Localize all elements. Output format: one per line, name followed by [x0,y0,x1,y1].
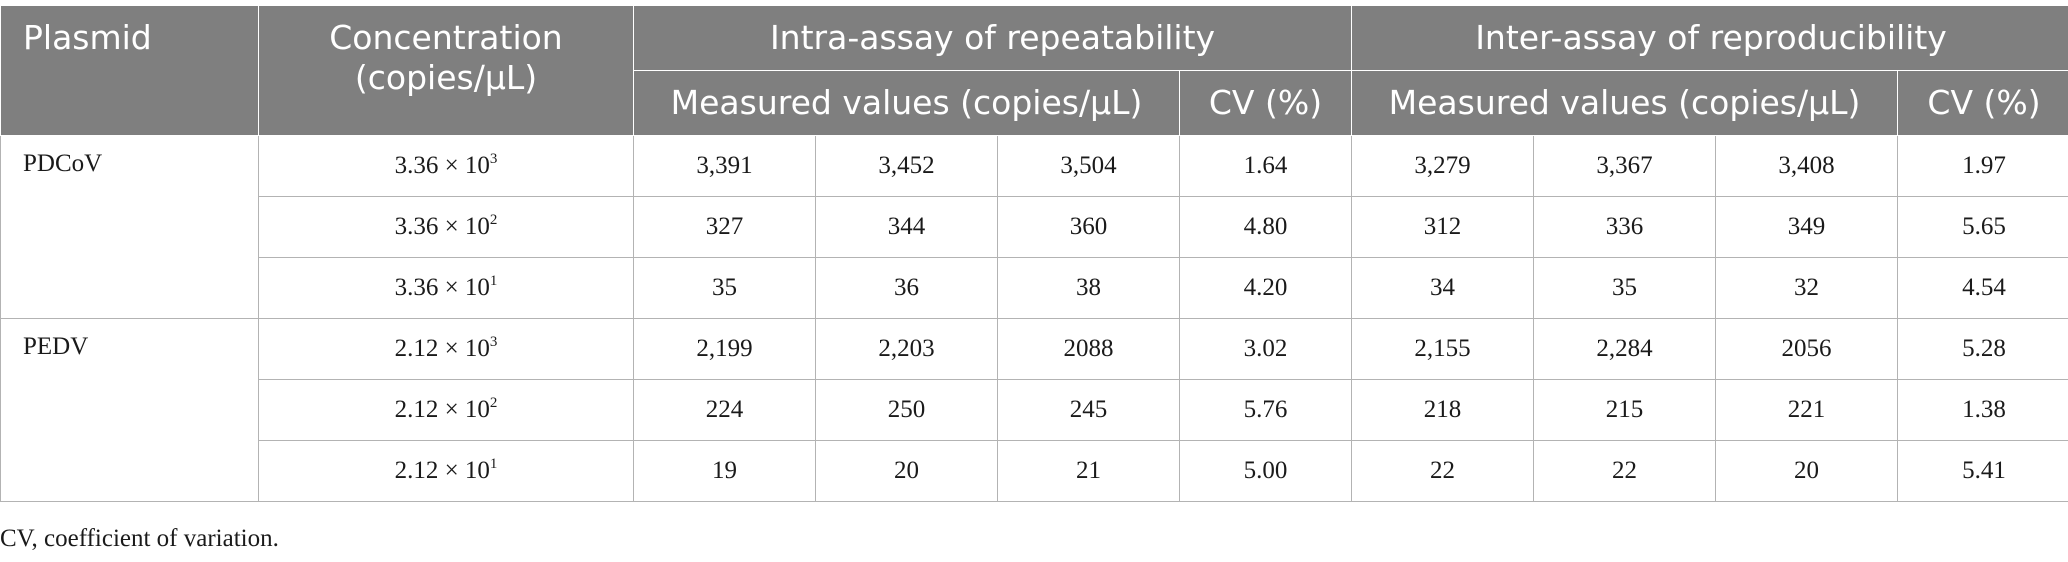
data-table-container: Plasmid Concentration (copies/μL) Intra-… [0,6,2068,502]
header-inter-cv: CV (%) [1897,70,2068,136]
table-row: PEDV 2.12 × 103 2,199 2,203 2088 3.02 2,… [0,318,2068,502]
inter-value-cell: 3,408 [1715,135,1899,197]
table-row: 3.36 × 101 35 36 38 4.20 34 35 32 4.54 [1,257,2068,319]
inter-cv-cell: 4.54 [1897,257,2068,319]
intra-cv-cell: 5.00 [1178,440,1353,502]
intra-value-cell: 245 [997,379,1180,441]
intra-value-cell: 38 [997,257,1180,319]
intra-value-cell: 19 [633,440,816,502]
inter-value-cell: 34 [1351,257,1535,319]
inter-cv-cell: 5.65 [1897,196,2068,258]
inter-value-cell: 2,284 [1533,318,1717,380]
inter-value-cell: 22 [1533,440,1717,502]
intra-value-cell: 224 [633,379,816,441]
header-inter-assay: Inter-assay of reproducibility [1351,6,2068,71]
inter-value-cell: 218 [1351,379,1535,441]
inter-value-cell: 32 [1715,257,1899,319]
inter-cv-cell: 1.38 [1897,379,2068,441]
header-inter-measured: Measured values (copies/μL) [1351,70,1899,136]
intra-cv-cell: 3.02 [1178,318,1353,380]
inter-value-cell: 2056 [1715,318,1899,380]
inter-value-cell: 221 [1715,379,1899,441]
concentration-cell: 2.12 × 103 [258,318,634,380]
intra-value-cell: 3,452 [815,135,998,197]
intra-cv-cell: 5.76 [1178,379,1353,441]
header-concentration-line1: Concentration [329,18,563,57]
intra-value-cell: 2,199 [633,318,816,380]
header-concentration: Concentration (copies/μL) [258,6,634,136]
inter-cv-cell: 5.41 [1897,440,2068,502]
header-intra-cv: CV (%) [1178,70,1353,136]
concentration-cell: 2.12 × 101 [258,440,634,502]
intra-value-cell: 3,391 [633,135,816,197]
inter-value-cell: 20 [1715,440,1899,502]
table-row: 2.12 × 102 224 250 245 5.76 218 215 221 … [1,379,2068,441]
intra-cv-cell: 1.64 [1178,135,1353,197]
intra-cv-cell: 4.20 [1178,257,1353,319]
inter-value-cell: 3,367 [1533,135,1717,197]
intra-value-cell: 20 [815,440,998,502]
concentration-cell: 3.36 × 102 [258,196,634,258]
intra-value-cell: 21 [997,440,1180,502]
table-footnote: CV, coefficient of variation. [0,525,279,552]
table-row: PDCoV 3.36 × 103 3,391 3,452 3,504 1.64 … [0,135,2068,319]
intra-value-cell: 35 [633,257,816,319]
intra-value-cell: 344 [815,196,998,258]
inter-cv-cell: 5.28 [1897,318,2068,380]
concentration-cell: 3.36 × 101 [258,257,634,319]
plasmid-cell: PDCoV [0,135,259,319]
inter-value-cell: 312 [1351,196,1535,258]
table-row: 3.36 × 102 327 344 360 4.80 312 336 349 … [1,196,2068,258]
inter-value-cell: 215 [1533,379,1717,441]
intra-value-cell: 2088 [997,318,1180,380]
intra-value-cell: 250 [815,379,998,441]
inter-value-cell: 35 [1533,257,1717,319]
concentration-cell: 2.12 × 102 [258,379,634,441]
inter-value-cell: 22 [1351,440,1535,502]
intra-value-cell: 3,504 [997,135,1180,197]
intra-value-cell: 360 [997,196,1180,258]
inter-value-cell: 3,279 [1351,135,1535,197]
header-intra-measured: Measured values (copies/μL) [633,70,1180,136]
intra-value-cell: 36 [815,257,998,319]
header-intra-assay: Intra-assay of repeatability [632,6,1353,71]
plasmid-cell: PEDV [0,318,259,502]
results-table: Plasmid Concentration (copies/μL) Intra-… [0,6,2068,502]
intra-value-cell: 2,203 [815,318,998,380]
concentration-cell: 3.36 × 103 [258,135,634,197]
inter-value-cell: 336 [1533,196,1717,258]
inter-value-cell: 349 [1715,196,1899,258]
intra-cv-cell: 4.80 [1178,196,1353,258]
header-plasmid: Plasmid [0,6,259,136]
inter-value-cell: 2,155 [1351,318,1535,380]
header-concentration-line2: (copies/μL) [354,58,538,98]
table-row: 2.12 × 101 19 20 21 5.00 22 22 20 5.41 [1,440,2068,502]
inter-cv-cell: 1.97 [1897,135,2068,197]
intra-value-cell: 327 [633,196,816,258]
